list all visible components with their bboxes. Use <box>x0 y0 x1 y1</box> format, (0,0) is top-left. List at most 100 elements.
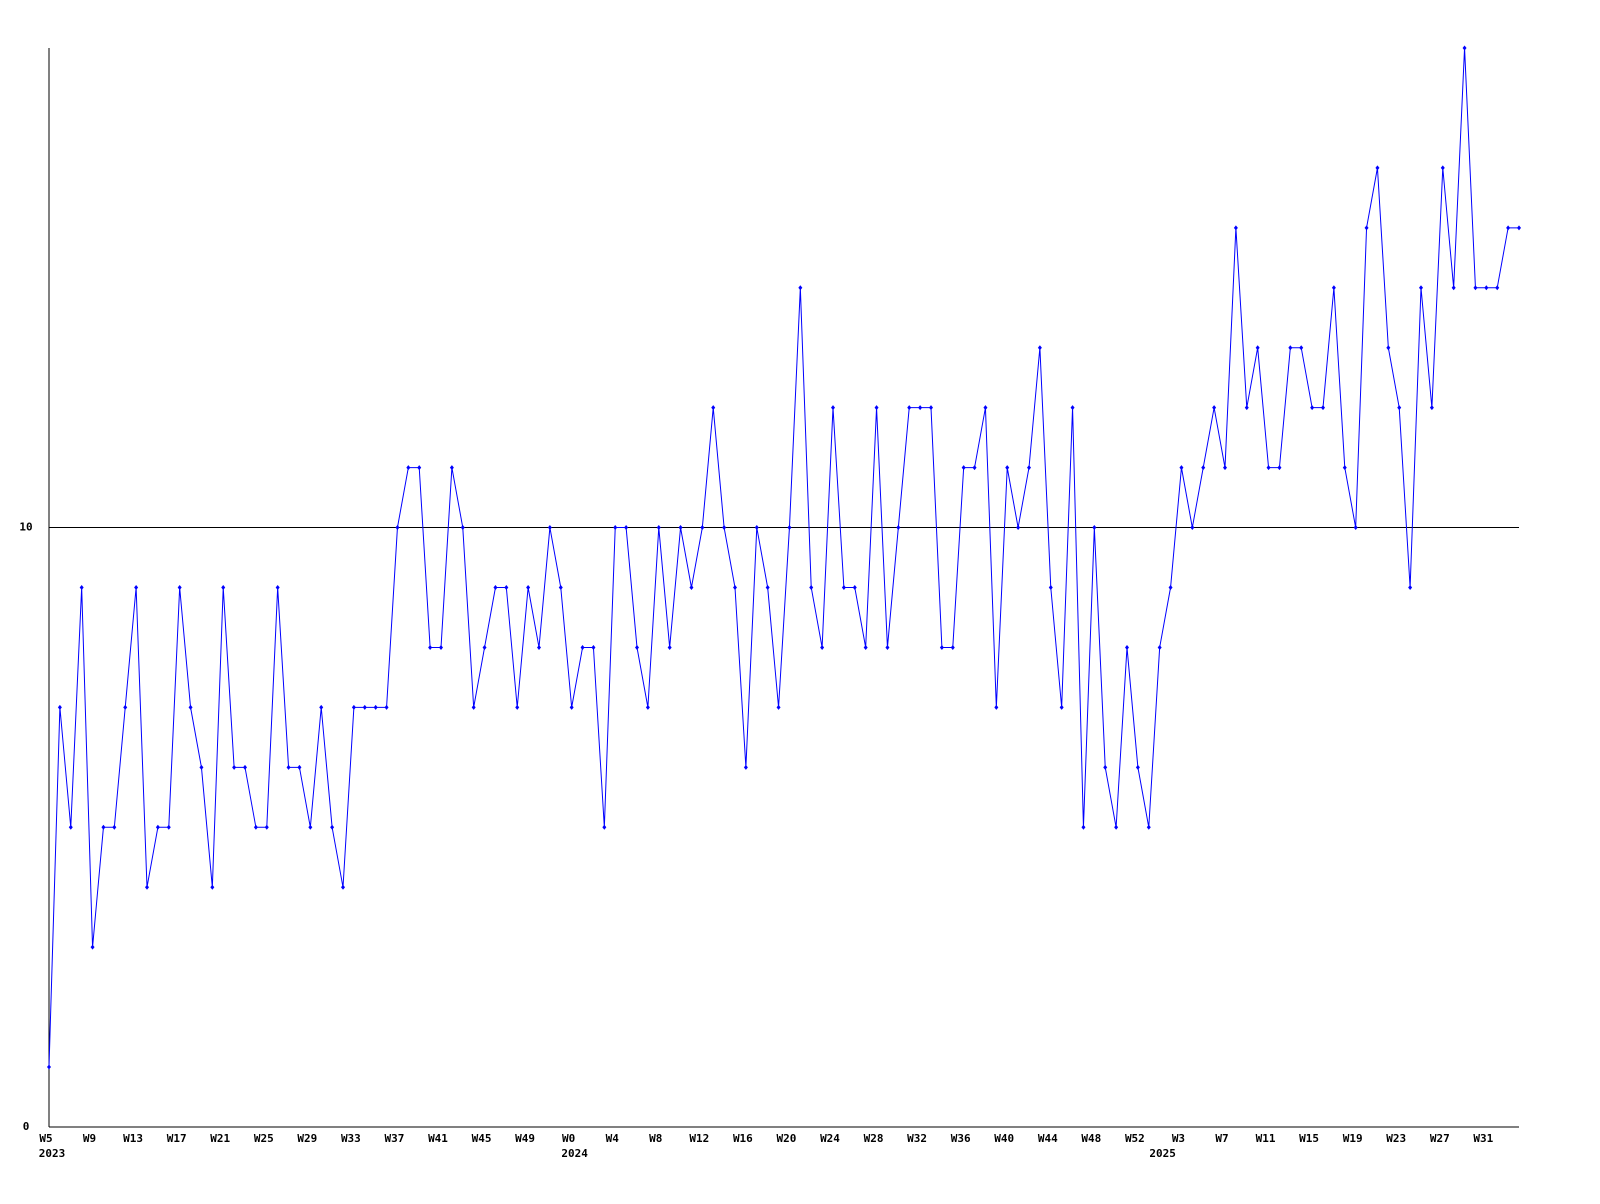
x-tick-label: W33 <box>341 1132 361 1145</box>
data-point <box>1048 585 1053 590</box>
data-point <box>1342 465 1347 471</box>
data-point <box>733 585 737 590</box>
x-tick-label: W36 <box>951 1132 971 1145</box>
x-year-label: 2023 <box>39 1147 66 1160</box>
data-point <box>362 704 367 710</box>
data-point <box>406 465 411 471</box>
data-point <box>1114 824 1119 830</box>
data-point <box>885 644 890 650</box>
data-point <box>645 704 650 710</box>
x-tick-label: W40 <box>994 1132 1014 1145</box>
x-tick-label: W29 <box>297 1132 317 1145</box>
data-point <box>754 525 759 531</box>
x-tick-label: W25 <box>254 1132 274 1145</box>
data-point <box>1125 644 1129 650</box>
data-point <box>558 585 563 590</box>
data-point <box>983 405 988 411</box>
data-point <box>308 824 313 830</box>
data-point <box>1059 704 1064 710</box>
data-point <box>297 764 302 770</box>
data-point <box>1201 465 1206 471</box>
data-point <box>177 585 182 590</box>
data-point <box>232 764 237 770</box>
data-point <box>1027 465 1031 471</box>
data-point <box>155 824 160 830</box>
data-point <box>319 704 324 710</box>
data-point <box>243 764 247 770</box>
data-point <box>1277 465 1282 471</box>
data-point <box>1244 405 1249 411</box>
x-tick-label: W0 <box>562 1132 575 1145</box>
y-tick-label: 10 <box>19 521 32 534</box>
data-point <box>166 824 171 830</box>
data-point <box>1223 465 1227 471</box>
data-point <box>90 944 95 950</box>
data-point <box>700 525 705 531</box>
data-point <box>831 405 835 411</box>
data-point <box>504 585 509 590</box>
data-line <box>48 47 1519 1068</box>
data-point <box>526 585 531 590</box>
data-point <box>188 704 193 710</box>
data-point <box>1473 285 1478 291</box>
data-point <box>1016 525 1021 531</box>
x-tick-label: W45 <box>472 1132 492 1145</box>
x-tick-label: W15 <box>1299 1132 1319 1145</box>
data-point <box>1331 285 1336 291</box>
data-point <box>341 884 345 890</box>
data-point <box>809 585 814 590</box>
data-point <box>351 704 356 710</box>
x-tick-label: W37 <box>385 1132 405 1145</box>
data-point <box>47 1064 51 1070</box>
data-point <box>1288 345 1293 351</box>
data-point <box>776 704 781 710</box>
data-point <box>373 704 378 710</box>
data-point <box>395 525 400 531</box>
x-tick-label: W52 <box>1125 1132 1145 1145</box>
data-point <box>613 525 618 531</box>
x-tick-label: W20 <box>777 1132 797 1145</box>
data-point <box>896 525 901 531</box>
data-point <box>1353 525 1358 531</box>
data-point <box>624 525 629 531</box>
x-tick-label: W23 <box>1386 1132 1406 1145</box>
x-tick-label: W44 <box>1038 1132 1058 1145</box>
x-tick-label: W5 <box>39 1132 52 1145</box>
data-point <box>939 644 944 650</box>
x-tick-label: W28 <box>864 1132 884 1145</box>
data-point <box>384 704 389 710</box>
x-year-label: 2025 <box>1149 1147 1176 1160</box>
data-point <box>57 704 62 710</box>
data-point <box>678 525 683 531</box>
data-point <box>1146 824 1151 830</box>
data-point <box>580 644 585 650</box>
data-point <box>1103 764 1108 770</box>
data-point <box>765 585 770 590</box>
x-tick-label: W4 <box>606 1132 620 1145</box>
y-tick-label: 0 <box>23 1120 30 1133</box>
data-point <box>874 405 879 411</box>
data-point <box>852 585 857 590</box>
data-point <box>961 465 966 471</box>
data-point <box>79 585 84 590</box>
x-tick-label: W48 <box>1081 1132 1101 1145</box>
x-tick-label: W41 <box>428 1132 448 1145</box>
data-point <box>1255 345 1260 351</box>
data-point <box>1462 45 1467 51</box>
data-point <box>123 704 128 710</box>
data-point <box>1408 585 1413 590</box>
data-point <box>841 585 846 590</box>
data-point <box>1517 225 1521 231</box>
data-point <box>275 585 280 590</box>
data-point <box>134 585 139 590</box>
data-point <box>787 525 792 531</box>
data-point <box>493 585 498 590</box>
data-point <box>667 644 672 650</box>
data-point <box>1495 285 1500 291</box>
data-point <box>101 824 106 830</box>
x-tick-label: W9 <box>83 1132 96 1145</box>
data-point <box>221 585 226 590</box>
data-point <box>1397 405 1402 411</box>
data-point <box>918 405 923 411</box>
